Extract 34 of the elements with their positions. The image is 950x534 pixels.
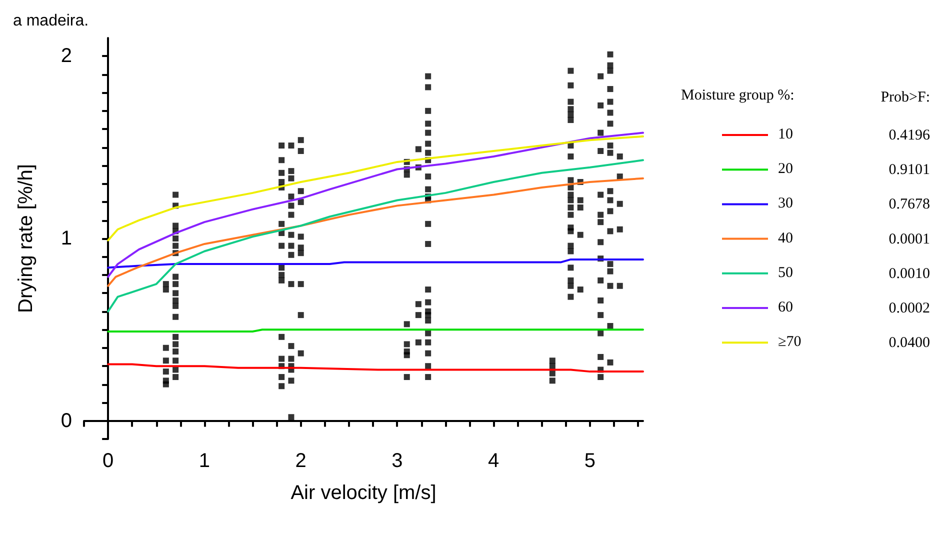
y-tick-label: 1 [60,228,72,250]
line-series [107,177,644,287]
legend-label: 10 [778,126,793,142]
text: 0.0010 [888,266,930,282]
legend-label: 50 [778,264,793,281]
text: 0.9101 [888,162,930,178]
legend-label: 30 [778,196,793,212]
text: 0.4196 [888,128,930,144]
text: 0.0400 [888,335,930,352]
x-tick-label: 3 [392,450,403,472]
y-tick-label: 2 [60,45,72,68]
legend-title: Moisture group %: [681,88,794,104]
y-axis-title: Drying rate [%/h] [15,164,37,313]
x-tick-label: 4 [488,450,500,472]
x-axis-title: Air velocity [m/s] [290,482,436,504]
x-tick-label: 5 [584,450,596,472]
text: 0.0002 [888,300,930,316]
chart-title: a madeira. [13,12,89,30]
legend-label: ≥70 [778,334,802,350]
line-series [107,363,644,373]
line-series [107,135,644,242]
legend-label: 20 [778,161,793,178]
text: 0.7678 [888,196,930,213]
line-series [107,132,644,278]
text: Prob>F: [880,90,930,106]
legend-label: 40 [778,230,793,246]
text: 0.0001 [888,231,930,248]
x-tick-label: 1 [198,450,210,472]
x-tick-label: 0 [102,450,114,472]
x-tick-label: 2 [295,450,306,472]
y-tick-label: 0 [60,410,72,432]
line-series [107,159,644,312]
line-series [107,258,644,269]
legend-label: 60 [778,300,793,316]
